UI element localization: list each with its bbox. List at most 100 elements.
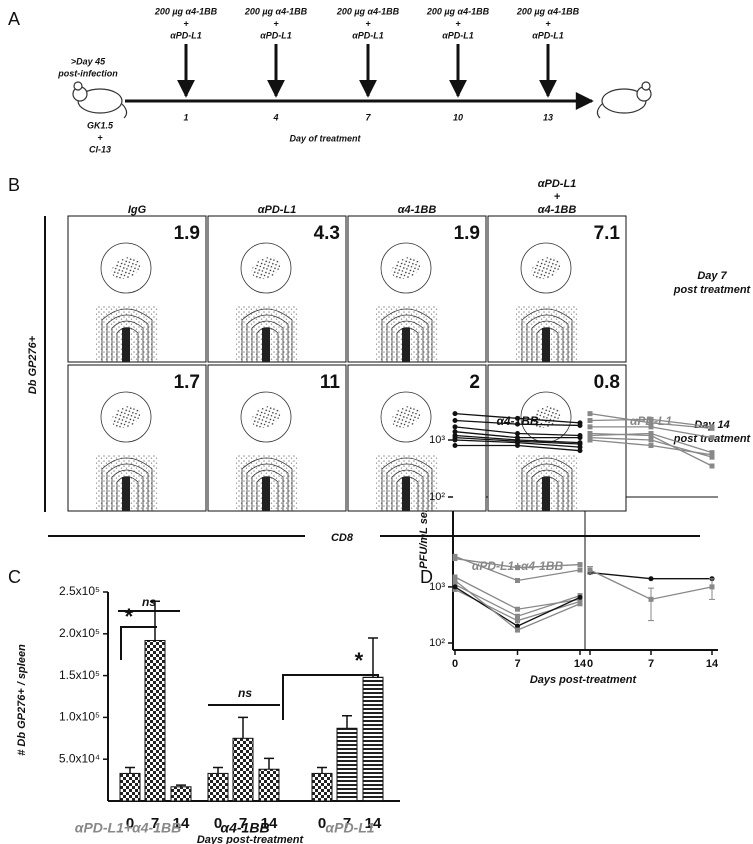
point [577,422,583,428]
error-bar [368,637,378,678]
error-bar [648,587,654,622]
point [709,452,715,458]
gate-percentage: 11 [320,372,341,393]
column-title: IgG [128,204,147,216]
day-label: 7 [365,112,371,122]
day-label: 1 [183,112,188,122]
gate-percentage: 1.9 [174,223,200,244]
point [515,431,520,437]
x-label: CD8 [331,532,354,544]
point [587,411,593,417]
panel-letter: B [8,175,20,195]
error-bar [176,784,186,787]
point [452,553,458,559]
row-label: post treatment [673,284,752,296]
point [587,567,593,573]
point [452,586,458,592]
dose-label: αPD-L1 [260,30,292,40]
bar [144,639,166,802]
point [452,429,458,435]
column-title: αPD-L1 [538,178,577,190]
start-note: >Day 45 [71,56,106,66]
point [648,443,654,449]
point [515,415,520,421]
x-tick-label: 7 [343,815,351,832]
axis-label: Day of treatment [289,133,361,143]
column-title: α4-1BB [398,204,437,216]
y-tick-label: 10³ [429,434,445,446]
point [577,448,583,454]
annotation: ns [142,595,156,609]
group-label: αPD-L1+α4-1BB [75,820,181,836]
y-tick-label: 1.0x10⁵ [59,710,100,724]
point [452,424,458,430]
x-tick-label: 14 [173,815,190,832]
mouse [72,81,128,119]
dose-label: αPD-L1 [170,30,202,40]
dose-label: αPD-L1 [442,30,474,40]
annotation: * [124,604,134,629]
error-bar [264,757,274,770]
point [515,577,520,583]
point [587,431,593,437]
point [515,618,520,624]
point [515,606,520,612]
point [648,432,654,438]
x-label: Days post-treatment [197,834,305,844]
panel-b: B Db GP276+ CD8 [8,175,700,544]
annotation: ns [238,686,252,700]
dose-label: + [455,18,461,28]
y-label: # Db GP276+ / spleen [16,644,28,756]
dose-label: 200 µg α4-1BB [244,6,308,16]
point [709,584,715,590]
point [515,627,520,633]
error-bar [238,716,248,739]
row-label: Day 7 [697,270,727,282]
point [452,574,458,580]
panel-a: A >Day 45 post-infection GK1.5 + Cl-13 D… [8,9,652,154]
x-label: Days post-treatment [530,674,638,686]
mouse [596,81,652,119]
x-tick-label: 7 [151,815,159,832]
y-tick-label: 2.0x10⁵ [59,626,100,640]
x-tick-label: 0 [587,658,593,670]
point [577,594,583,600]
x-tick-label: 0 [452,658,458,670]
point [709,435,715,441]
dose-label: αPD-L1 [352,30,384,40]
x-tick-label: 7 [239,815,247,832]
dose-label: + [545,18,551,28]
point [577,444,583,450]
gate-percentage: 2 [469,372,480,393]
start-treatment: Cl-13 [89,144,111,154]
bracket [120,626,157,660]
gate-percentage: 7.1 [594,223,621,244]
point [515,613,520,619]
column-title: αPD-L1 [258,204,297,216]
y-tick-label: 10² [429,491,445,503]
y-label: Db GP276+ [27,335,39,394]
error-bar [150,600,160,641]
dose-label: 200 µg α4-1BB [516,6,580,16]
start-treatment: GK1.5 [87,120,114,130]
error-bar [317,766,327,774]
point [515,623,520,629]
error-bar [342,714,352,729]
y-tick-label: 2.5x10⁵ [59,584,100,598]
point [587,417,593,423]
bar [258,768,280,802]
point [452,437,458,443]
day-label: 13 [543,112,553,122]
point [452,417,458,423]
day-label: 4 [272,112,278,122]
y-tick-label: 5.0x10⁴ [59,751,100,765]
bar [232,737,254,802]
point [452,584,458,590]
dose-label: 200 µg α4-1BB [154,6,218,16]
column-title: + [554,191,561,203]
panel-letter: A [8,9,20,29]
point [577,435,583,441]
y-tick-label: 10³ [429,581,445,593]
error-bar [125,766,135,774]
